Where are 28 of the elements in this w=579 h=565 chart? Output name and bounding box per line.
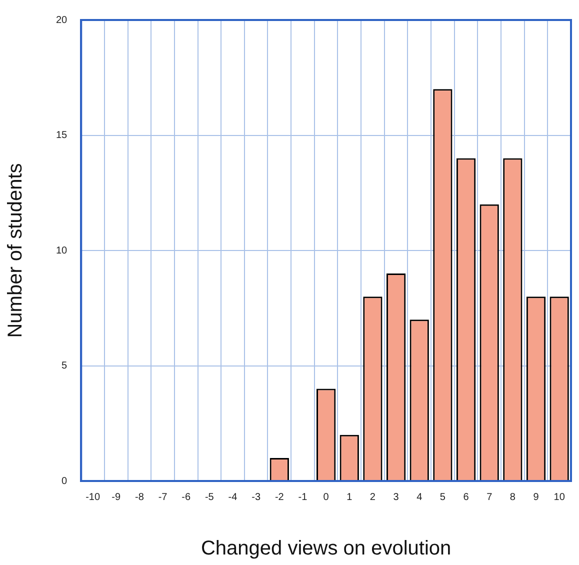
x-tick-label: 1: [346, 492, 353, 503]
x-tick-label: -6: [182, 492, 191, 503]
x-tick-label: -7: [158, 492, 168, 503]
x-tick-label: -4: [228, 492, 238, 503]
x-tick-label: 2: [370, 492, 376, 503]
y-tick-label: 0: [62, 476, 68, 487]
x-axis-title: Changed views on evolution: [200, 538, 452, 560]
x-tick-label: 0: [323, 492, 330, 503]
y-tick-label: 20: [56, 14, 68, 26]
x-tick-label: 5: [440, 492, 446, 503]
x-tick-label: -8: [134, 492, 144, 503]
y-tick-label: 5: [62, 360, 68, 372]
y-axis-title: Number of students: [4, 163, 27, 338]
x-tick-label: -3: [252, 492, 261, 503]
x-tick-label: 3: [393, 492, 400, 503]
x-tick-label: -5: [204, 492, 214, 503]
x-tick-label: 6: [463, 492, 470, 503]
x-tick-label: 9: [533, 492, 540, 503]
y-tick-label: 15: [56, 130, 68, 141]
x-tick-label: -1: [298, 492, 308, 503]
y-tick-label: 10: [56, 245, 68, 256]
x-tick-label: 4: [416, 492, 423, 503]
x-tick-label: 7: [486, 492, 493, 503]
x-tick-label: 8: [510, 492, 516, 503]
x-tick-label: -10: [86, 492, 100, 503]
x-tick-label: 10: [554, 492, 566, 503]
x-tick-label: -2: [274, 492, 284, 503]
x-tick-label: -9: [112, 492, 121, 503]
